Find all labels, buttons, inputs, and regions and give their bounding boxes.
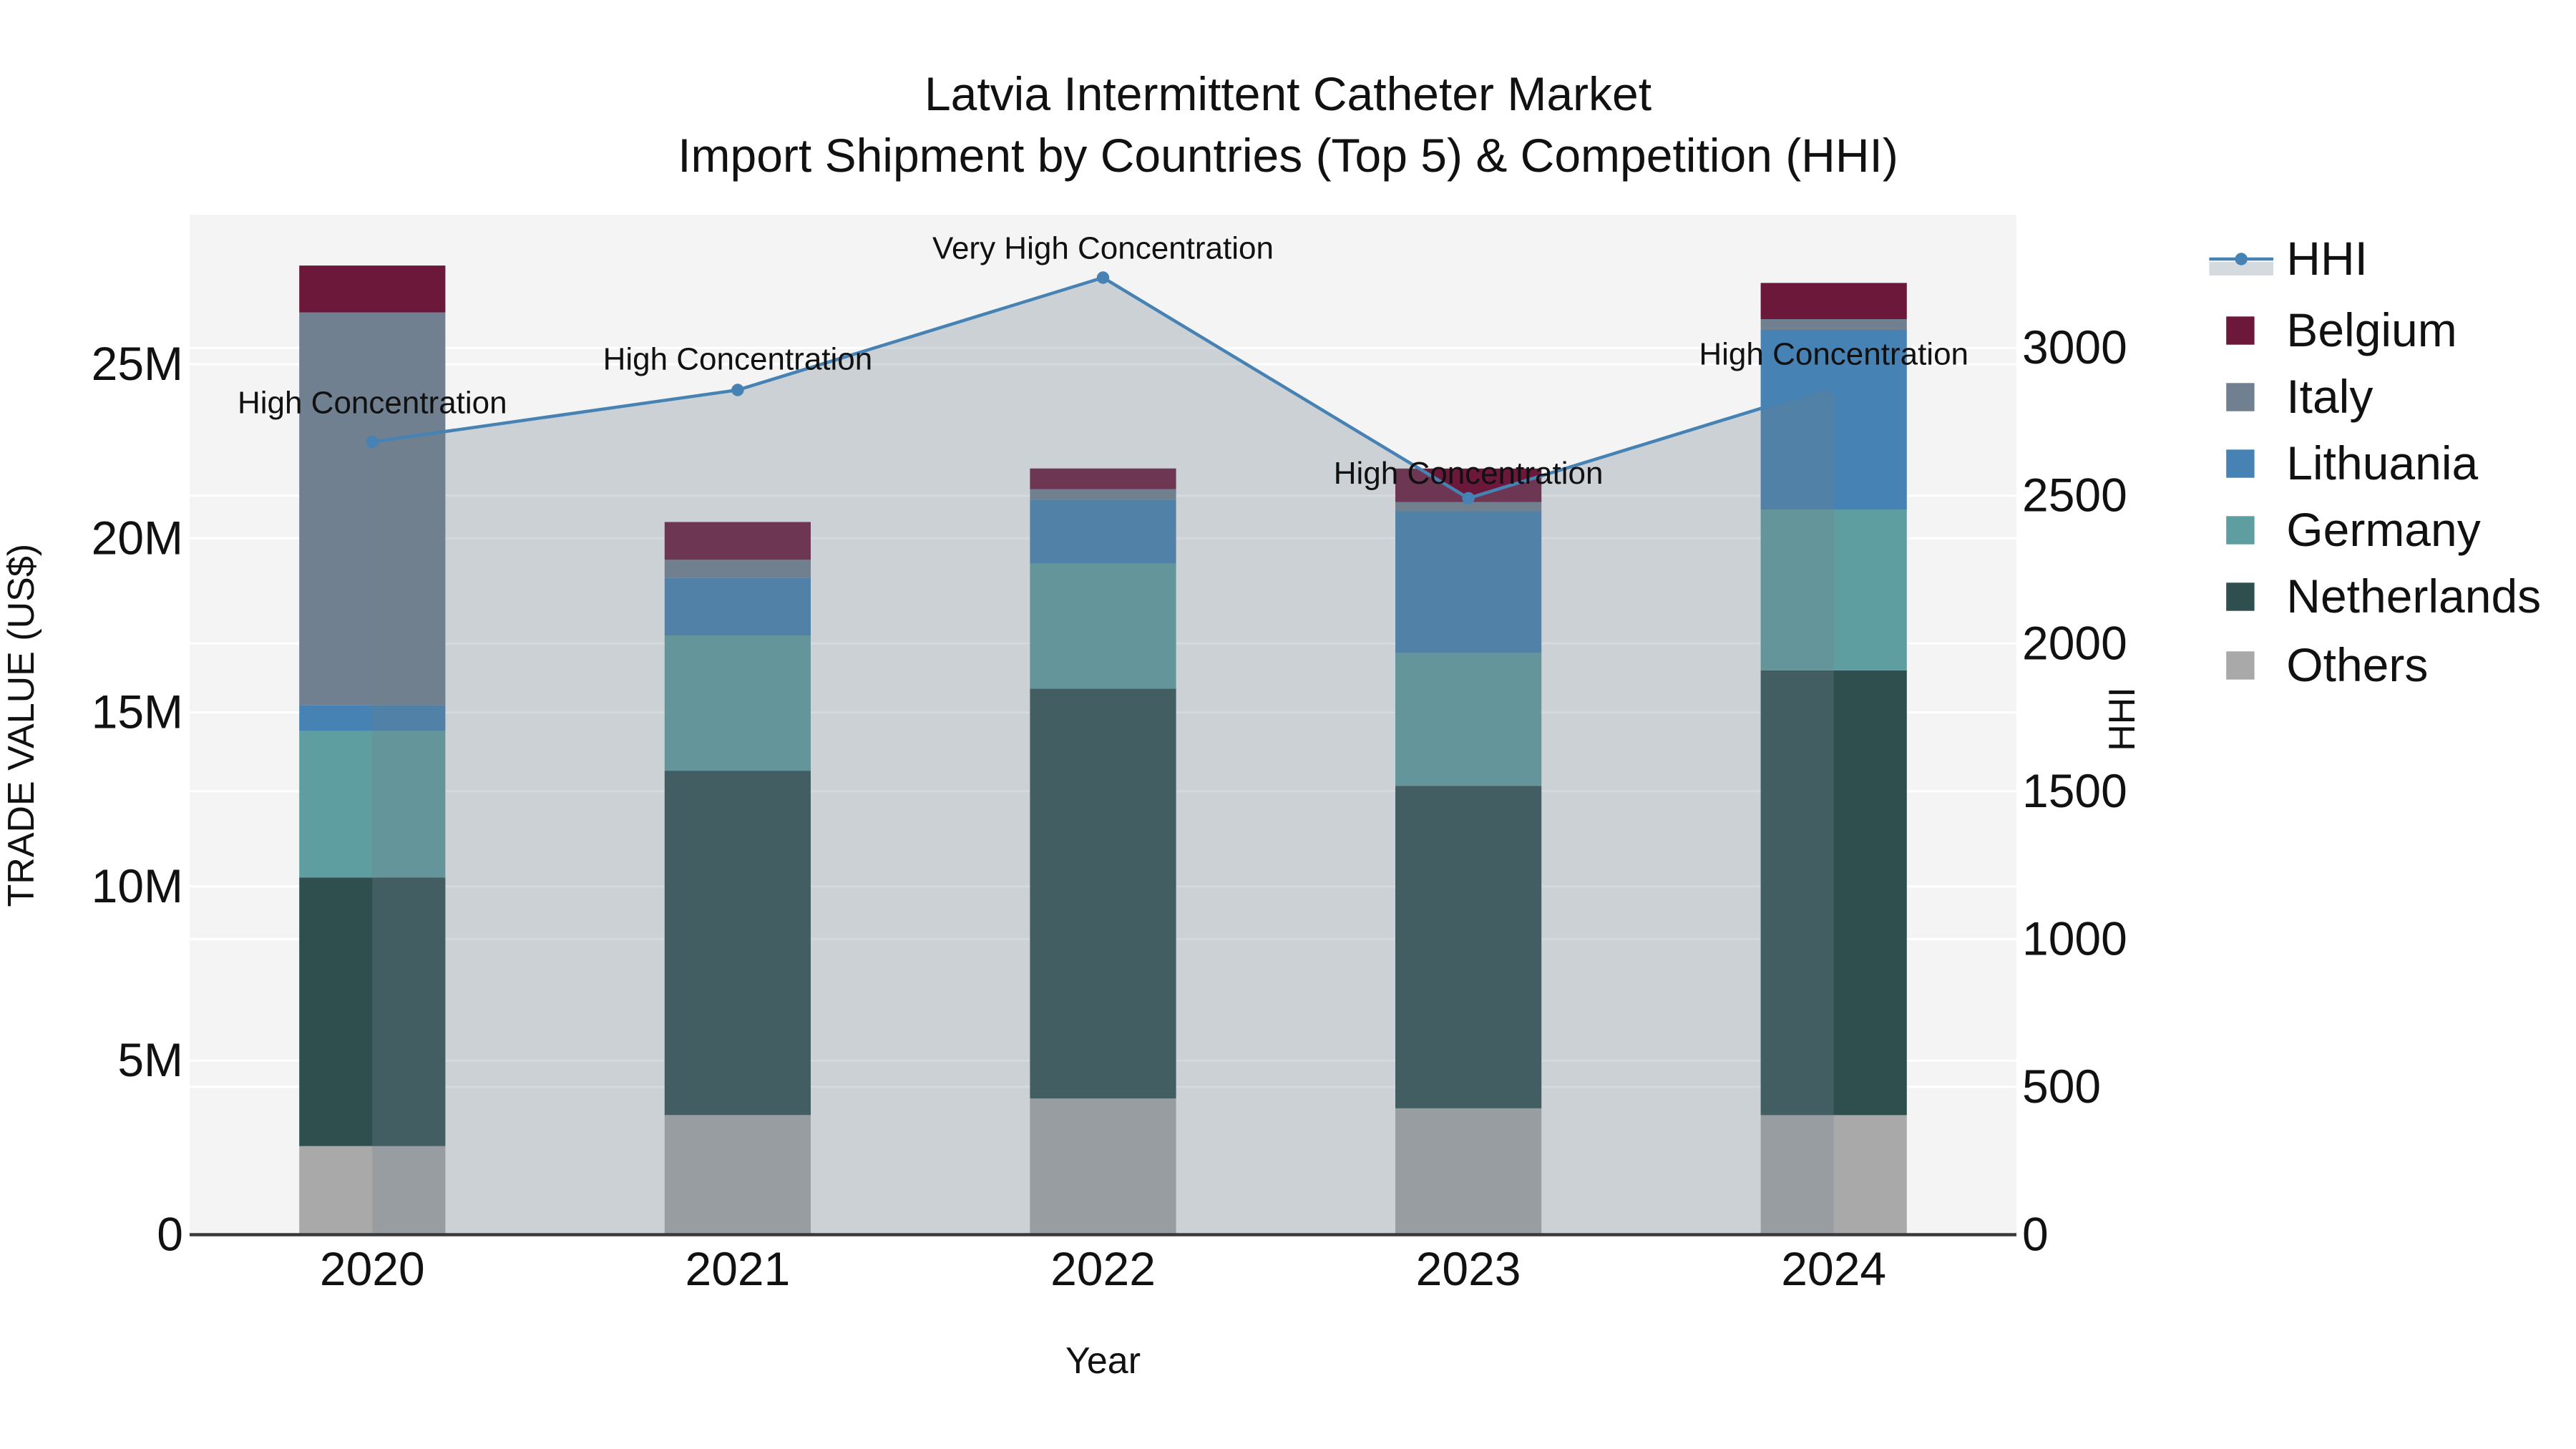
svg-text:2020: 2020 [320,1242,425,1295]
svg-text:Belgium: Belgium [2286,303,2457,356]
svg-text:High Concentration: High Concentration [1699,337,1968,372]
svg-text:High Concentration: High Concentration [1334,456,1604,491]
svg-text:1500: 1500 [2022,764,2127,817]
svg-text:Import Shipment by Countries (: Import Shipment by Countries (Top 5) & C… [678,129,1898,182]
svg-text:2024: 2024 [1781,1242,1886,1295]
svg-text:2023: 2023 [1416,1242,1521,1295]
svg-text:0: 0 [2022,1208,2049,1261]
svg-text:2022: 2022 [1050,1242,1156,1295]
svg-text:TRADE VALUE (US$): TRADE VALUE (US$) [1,544,42,907]
svg-text:2021: 2021 [685,1242,790,1295]
svg-text:High Concentration: High Concentration [603,342,873,377]
svg-text:2000: 2000 [2022,616,2127,669]
svg-text:Germany: Germany [2286,503,2480,556]
svg-text:Very High Concentration: Very High Concentration [932,230,1274,265]
svg-text:20M: 20M [92,511,183,564]
svg-text:5M: 5M [117,1033,183,1086]
svg-text:Netherlands: Netherlands [2286,570,2541,623]
svg-text:Latvia Intermittent Catheter M: Latvia Intermittent Catheter Market [924,67,1652,120]
svg-text:3000: 3000 [2022,321,2127,374]
svg-text:25M: 25M [92,337,183,390]
svg-text:High Concentration: High Concentration [238,386,507,421]
svg-text:HHI: HHI [2286,232,2368,285]
svg-text:10M: 10M [92,859,183,912]
svg-text:Lithuania: Lithuania [2286,436,2478,489]
svg-text:500: 500 [2022,1060,2101,1113]
svg-text:Italy: Italy [2286,370,2373,423]
svg-text:HHI: HHI [2102,687,2143,751]
svg-text:Year: Year [1065,1340,1141,1382]
svg-text:1000: 1000 [2022,912,2127,965]
svg-text:0: 0 [157,1208,183,1261]
svg-text:15M: 15M [92,686,183,738]
svg-text:Others: Others [2286,638,2428,691]
svg-text:2500: 2500 [2022,469,2127,522]
